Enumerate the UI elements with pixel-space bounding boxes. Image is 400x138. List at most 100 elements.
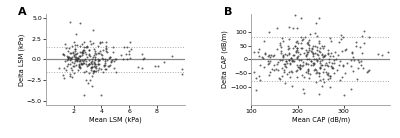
Point: [325, 78, 332, 80]
Point: [300, 88, 306, 90]
Point: [294, 49, 300, 51]
Point: [318, 64, 324, 66]
Point: [64, 56, 71, 59]
Point: [304, 70, 311, 73]
Point: [350, 56, 357, 58]
Point: [302, 55, 309, 57]
Point: [308, 63, 314, 66]
Point: [273, 68, 280, 70]
Point: [79, 61, 86, 64]
Point: [112, 58, 119, 60]
Point: [305, 42, 311, 45]
Point: [74, 57, 80, 59]
Point: [67, 51, 74, 54]
Point: [274, 63, 280, 65]
Point: [99, 49, 106, 51]
Point: [292, 45, 298, 47]
Point: [312, 31, 318, 34]
Point: [328, 66, 335, 68]
Point: [304, 72, 311, 74]
Y-axis label: Delta LSM (kPa): Delta LSM (kPa): [18, 33, 25, 86]
Point: [294, 42, 301, 44]
Point: [322, 63, 328, 66]
Point: [266, 54, 272, 56]
Point: [316, 79, 323, 81]
Point: [77, 51, 83, 53]
Point: [306, 58, 312, 60]
Point: [70, 54, 77, 56]
Point: [298, 47, 304, 49]
Point: [330, 67, 336, 69]
Point: [73, 56, 80, 58]
Point: [305, 46, 312, 49]
Point: [351, 59, 357, 61]
Point: [84, 56, 90, 59]
Point: [250, 51, 257, 54]
Point: [72, 58, 79, 60]
Point: [98, 41, 105, 43]
Y-axis label: Delta CAP (dB/m): Delta CAP (dB/m): [222, 30, 228, 88]
Point: [107, 56, 114, 58]
Point: [278, 75, 285, 77]
Point: [66, 59, 73, 61]
Point: [80, 48, 86, 51]
Point: [309, 51, 316, 53]
Point: [308, 60, 314, 62]
Point: [109, 58, 116, 61]
Point: [265, 55, 271, 57]
Point: [289, 60, 295, 62]
Point: [88, 66, 94, 68]
Point: [321, 68, 328, 70]
Point: [67, 63, 73, 65]
Point: [354, 78, 360, 80]
Point: [326, 58, 332, 60]
Point: [310, 69, 317, 71]
Point: [86, 63, 92, 65]
Point: [70, 65, 76, 67]
Point: [326, 37, 333, 39]
Point: [261, 66, 268, 69]
Point: [100, 71, 106, 73]
Point: [319, 53, 325, 55]
Point: [102, 62, 108, 64]
Point: [76, 66, 82, 69]
Point: [320, 47, 326, 50]
Point: [358, 64, 364, 66]
Point: [265, 63, 272, 65]
Point: [262, 53, 268, 55]
Point: [75, 58, 81, 60]
Point: [92, 66, 98, 68]
Point: [60, 54, 67, 56]
Point: [316, 72, 322, 74]
Point: [278, 46, 284, 48]
Point: [94, 63, 101, 65]
Point: [74, 58, 80, 60]
Point: [76, 59, 82, 62]
Point: [75, 57, 82, 59]
Point: [95, 63, 102, 65]
Point: [98, 68, 104, 70]
Point: [315, 54, 321, 56]
Point: [141, 57, 147, 59]
Point: [82, 58, 88, 61]
Point: [92, 51, 98, 54]
Point: [70, 51, 76, 53]
Point: [327, 75, 334, 77]
Point: [335, 54, 341, 56]
Point: [280, 55, 286, 58]
Point: [63, 47, 69, 49]
Point: [86, 49, 92, 51]
Point: [69, 68, 75, 71]
Point: [260, 40, 267, 42]
Point: [288, 59, 295, 61]
Point: [90, 69, 97, 72]
Point: [113, 71, 119, 73]
Point: [295, 66, 301, 68]
Point: [70, 52, 76, 55]
Point: [294, 69, 300, 71]
Point: [139, 53, 145, 55]
Point: [86, 59, 92, 61]
Point: [86, 53, 93, 55]
Point: [289, 85, 295, 87]
Point: [104, 51, 110, 53]
